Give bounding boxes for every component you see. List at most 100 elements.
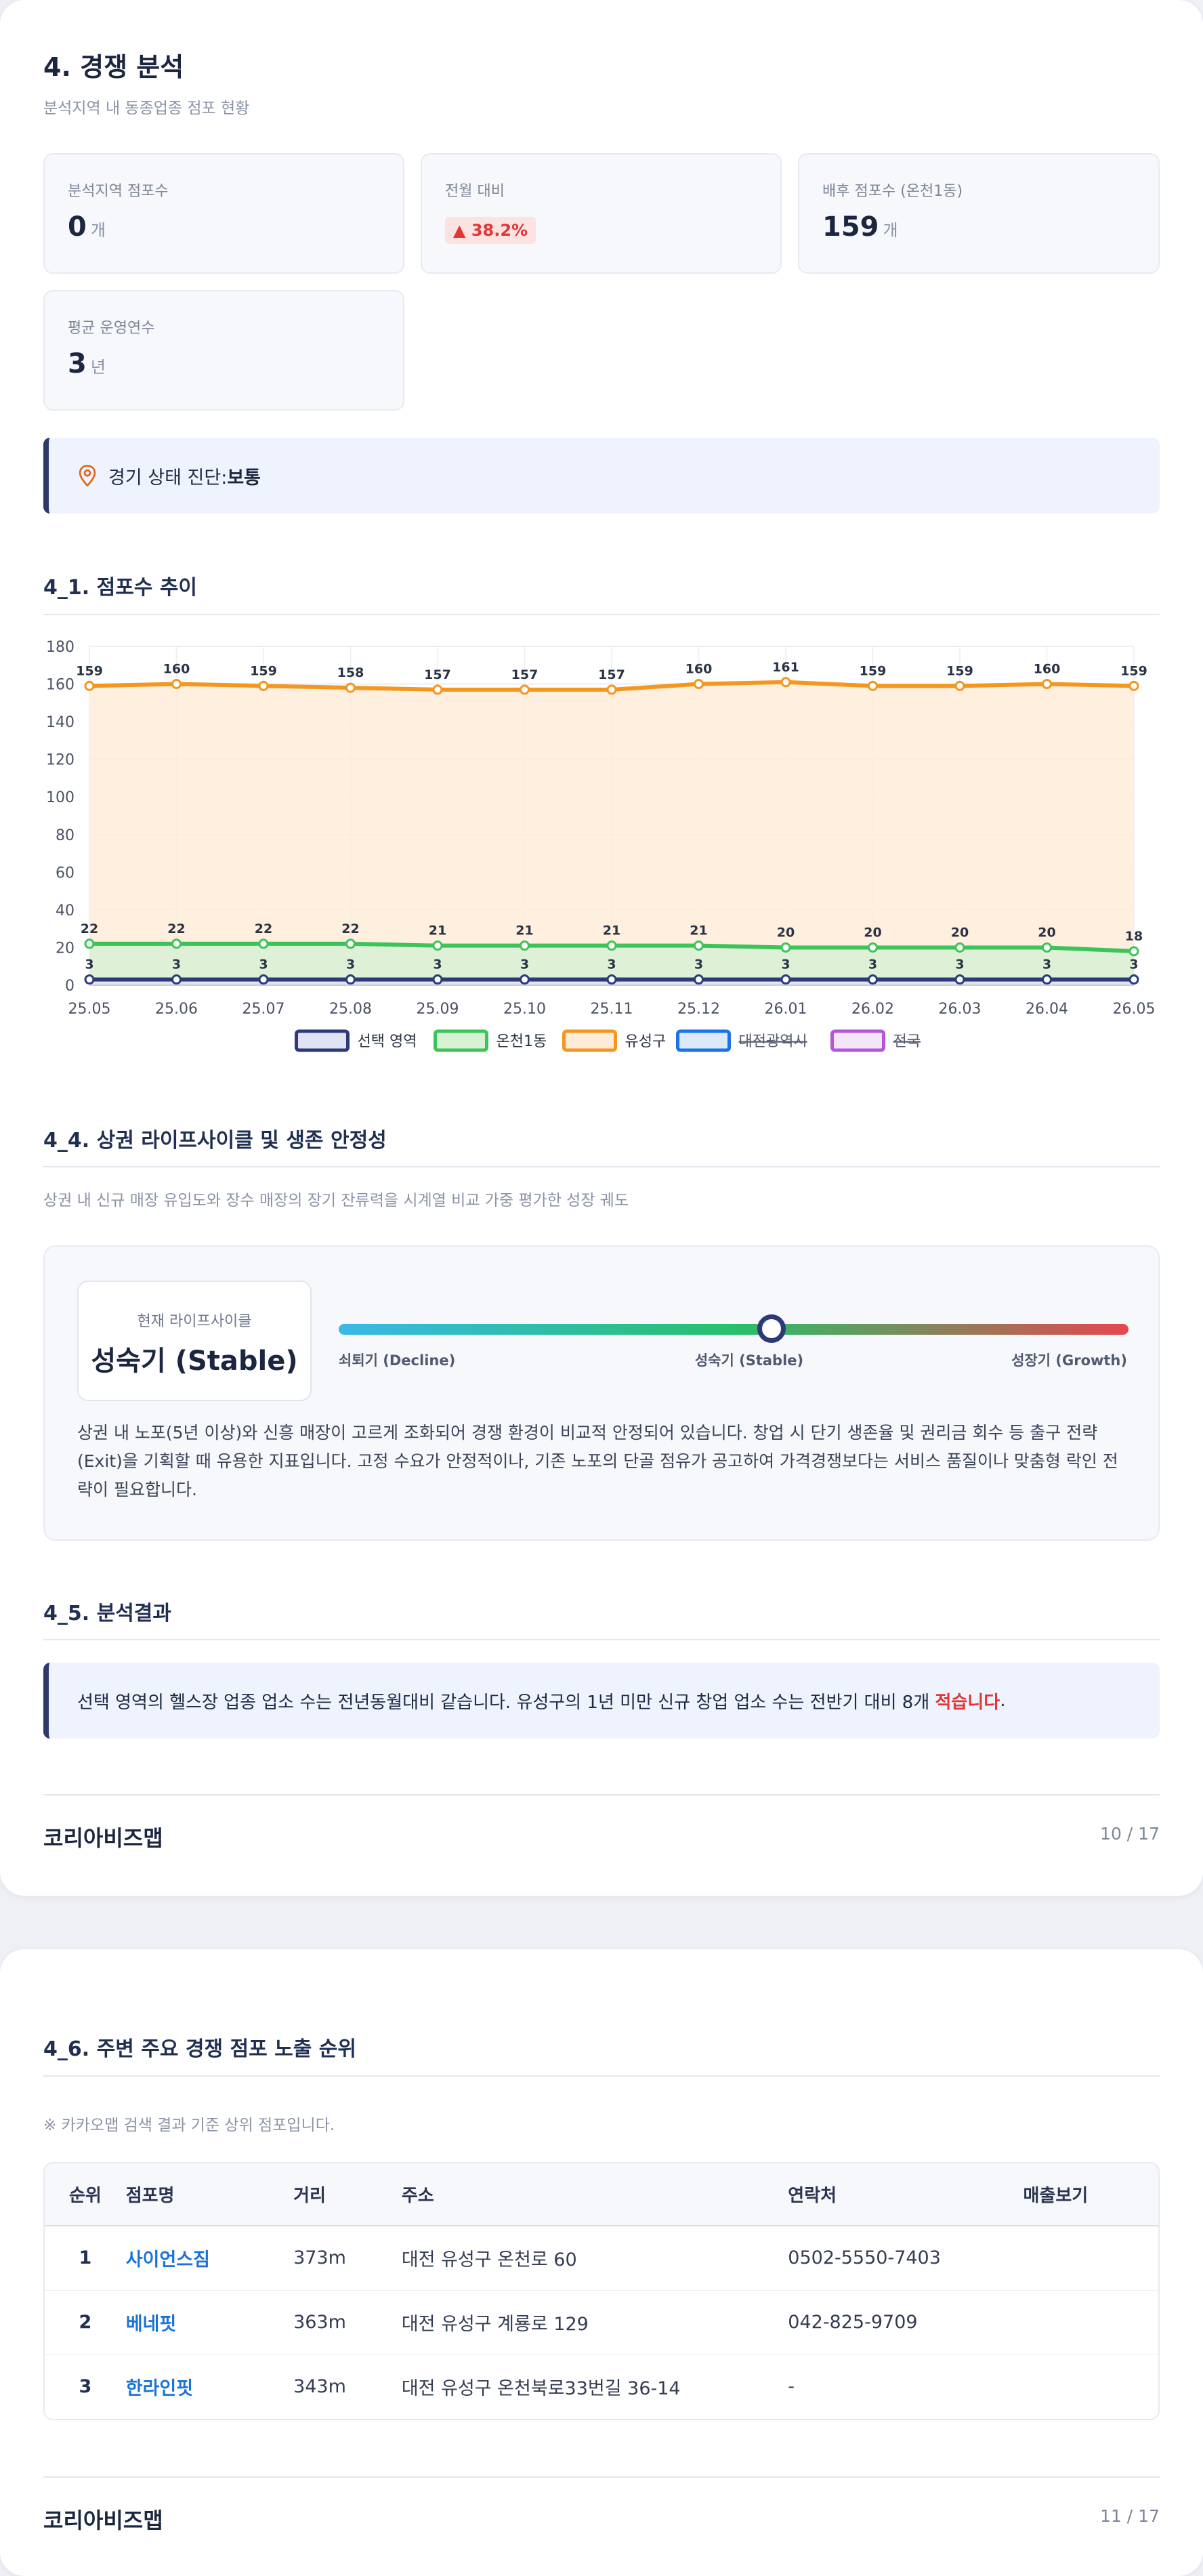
stat-value-group: 3 년: [68, 348, 106, 379]
data-label: 3: [1042, 957, 1051, 972]
footer-divider: [43, 1794, 1160, 1795]
data-point: [520, 684, 530, 695]
phone-cell: -: [788, 2376, 795, 2398]
phone-cell: 042-825-9709: [788, 2290, 1023, 2355]
x-tick-label: 25.12: [677, 1001, 720, 1018]
page-number: 10 / 17: [1100, 1824, 1160, 1844]
divider: [43, 614, 1160, 615]
data-label: 3: [85, 957, 93, 972]
stat-card-store-count: 분석지역 점포수 0 개: [43, 153, 404, 274]
table-row: 1 사이언스짐 373m 대전 유성구 온천로 60 0502-5550-740…: [45, 2226, 1158, 2291]
data-point: [84, 680, 95, 691]
lifecycle-gauge-track: [339, 1324, 1128, 1335]
col-header-rank: 순위: [45, 2163, 126, 2226]
x-tick-label: 25.05: [68, 1001, 111, 1018]
data-point: [1128, 946, 1139, 957]
store-name-link[interactable]: 한라인핏: [125, 2378, 194, 2400]
lifecycle-title: 4_4. 상권 라이프사이클 및 생존 안정성: [43, 1129, 387, 1152]
lifecycle-description: 상권 내 신규 매장 유입도와 장수 매장의 장기 잔류력을 시계열 비교 가중…: [43, 1192, 629, 1209]
data-label: 3: [172, 957, 181, 972]
stat-unit: 년: [90, 358, 106, 377]
y-tick-label: 20: [56, 940, 75, 957]
legend-swatch: [676, 1029, 731, 1052]
distance-cell: 363m: [293, 2290, 402, 2355]
data-label: 159: [1120, 663, 1147, 678]
data-point: [432, 940, 443, 951]
data-label: 159: [946, 663, 973, 678]
x-tick-label: 25.07: [242, 1001, 285, 1018]
data-point: [432, 684, 443, 695]
stat-unit: 개: [883, 221, 898, 240]
data-label: 3: [346, 957, 355, 972]
legend-swatch: [434, 1029, 488, 1052]
stat-value: 159: [822, 211, 879, 243]
stat-value: 3: [68, 348, 87, 379]
sales-cell: [1023, 2226, 1158, 2291]
data-label: 159: [76, 663, 103, 678]
data-point: [606, 684, 617, 695]
data-label: 22: [81, 921, 98, 936]
data-label: 20: [864, 925, 881, 940]
data-label: 22: [167, 921, 185, 936]
stat-value-group: 0 개: [68, 211, 106, 243]
col-header-phone: 연락처: [788, 2163, 1023, 2226]
data-point: [84, 974, 95, 985]
data-label: 160: [685, 662, 713, 677]
footer-brand: 코리아비즈맵: [43, 1825, 163, 1851]
table-row: 3 한라인핏 343m 대전 유성구 온천북로33번길 36-14 -: [45, 2354, 1158, 2419]
data-label: 3: [694, 957, 703, 972]
x-tick-label: 26.05: [1113, 1001, 1156, 1018]
data-label: 21: [690, 923, 707, 938]
data-label: 18: [1125, 929, 1143, 944]
data-point: [954, 680, 965, 691]
result-title: 4_5. 분석결과: [43, 1602, 171, 1625]
trend-title: 4_1. 점포수 추이: [43, 576, 198, 600]
data-point: [868, 680, 878, 691]
data-label: 22: [255, 921, 272, 936]
store-name-link[interactable]: 사이언스짐: [125, 2226, 294, 2291]
legend-label: 전국: [893, 1033, 921, 1050]
ranking-table: 순위 점포명 거리 주소 연락처 매출보기 1 사이언스짐 373m 대전 유성…: [43, 2162, 1160, 2420]
stat-card-avg-years: 평균 운영연수 3 년: [43, 290, 404, 411]
distance-cell: 373m: [293, 2226, 402, 2291]
data-point: [954, 974, 965, 985]
x-tick-label: 25.08: [329, 1001, 372, 1018]
divider: [43, 1166, 1160, 1167]
data-label: 160: [1034, 662, 1061, 677]
lifecycle-body-text: 상권 내 노포(5년 이상)와 신흥 매장이 고르게 조화되어 경쟁 환경이 비…: [77, 1423, 1118, 1499]
stat-label: 전월 대비: [445, 183, 505, 200]
data-point: [171, 938, 182, 949]
data-point: [868, 942, 878, 953]
y-tick-label: 60: [56, 865, 75, 881]
rank-cell: 2: [45, 2290, 126, 2355]
data-label: 159: [250, 663, 277, 678]
stat-label: 분석지역 점포수: [68, 183, 169, 200]
data-point: [345, 974, 356, 985]
address-cell: 대전 유성구 계룡로 129: [401, 2290, 788, 2355]
table-row: 2 베네핏 363m 대전 유성구 계룡로 129 042-825-9709: [45, 2290, 1158, 2355]
legend-swatch: [830, 1029, 885, 1052]
y-tick-label: 120: [46, 752, 75, 769]
rank-cell: 3: [79, 2376, 92, 2398]
sales-cell: [1023, 2290, 1158, 2355]
phone-cell: 0502-5550-7403: [788, 2226, 1023, 2291]
y-tick-label: 80: [56, 827, 75, 844]
data-point: [258, 938, 269, 949]
data-label: 157: [424, 667, 451, 682]
data-point: [258, 680, 269, 691]
report-page-11: 4_6. 주변 주요 경쟁 점포 노출 순위 ※ 카카오맵 검색 결과 기준 상…: [0, 1949, 1203, 2576]
data-label: 157: [598, 667, 625, 682]
report-page-10: 4. 경쟁 분석 분석지역 내 동종업종 점포 현황 분석지역 점포수 0 개 …: [0, 0, 1203, 1896]
x-tick-label: 25.06: [155, 1001, 198, 1018]
result-highlight: 적습니다: [935, 1692, 1000, 1713]
store-name-link[interactable]: 베네핏: [125, 2290, 294, 2355]
section-subtitle: 분석지역 내 동종업종 점포 현황: [43, 100, 250, 117]
result-end: .: [1000, 1690, 1006, 1711]
data-point: [1128, 974, 1139, 985]
divider: [43, 1639, 1160, 1640]
location-pin-icon: [79, 465, 96, 487]
data-label: 3: [868, 957, 877, 972]
data-label: 3: [955, 957, 964, 972]
legend-swatch: [562, 1029, 617, 1052]
col-header-distance: 거리: [293, 2163, 402, 2226]
